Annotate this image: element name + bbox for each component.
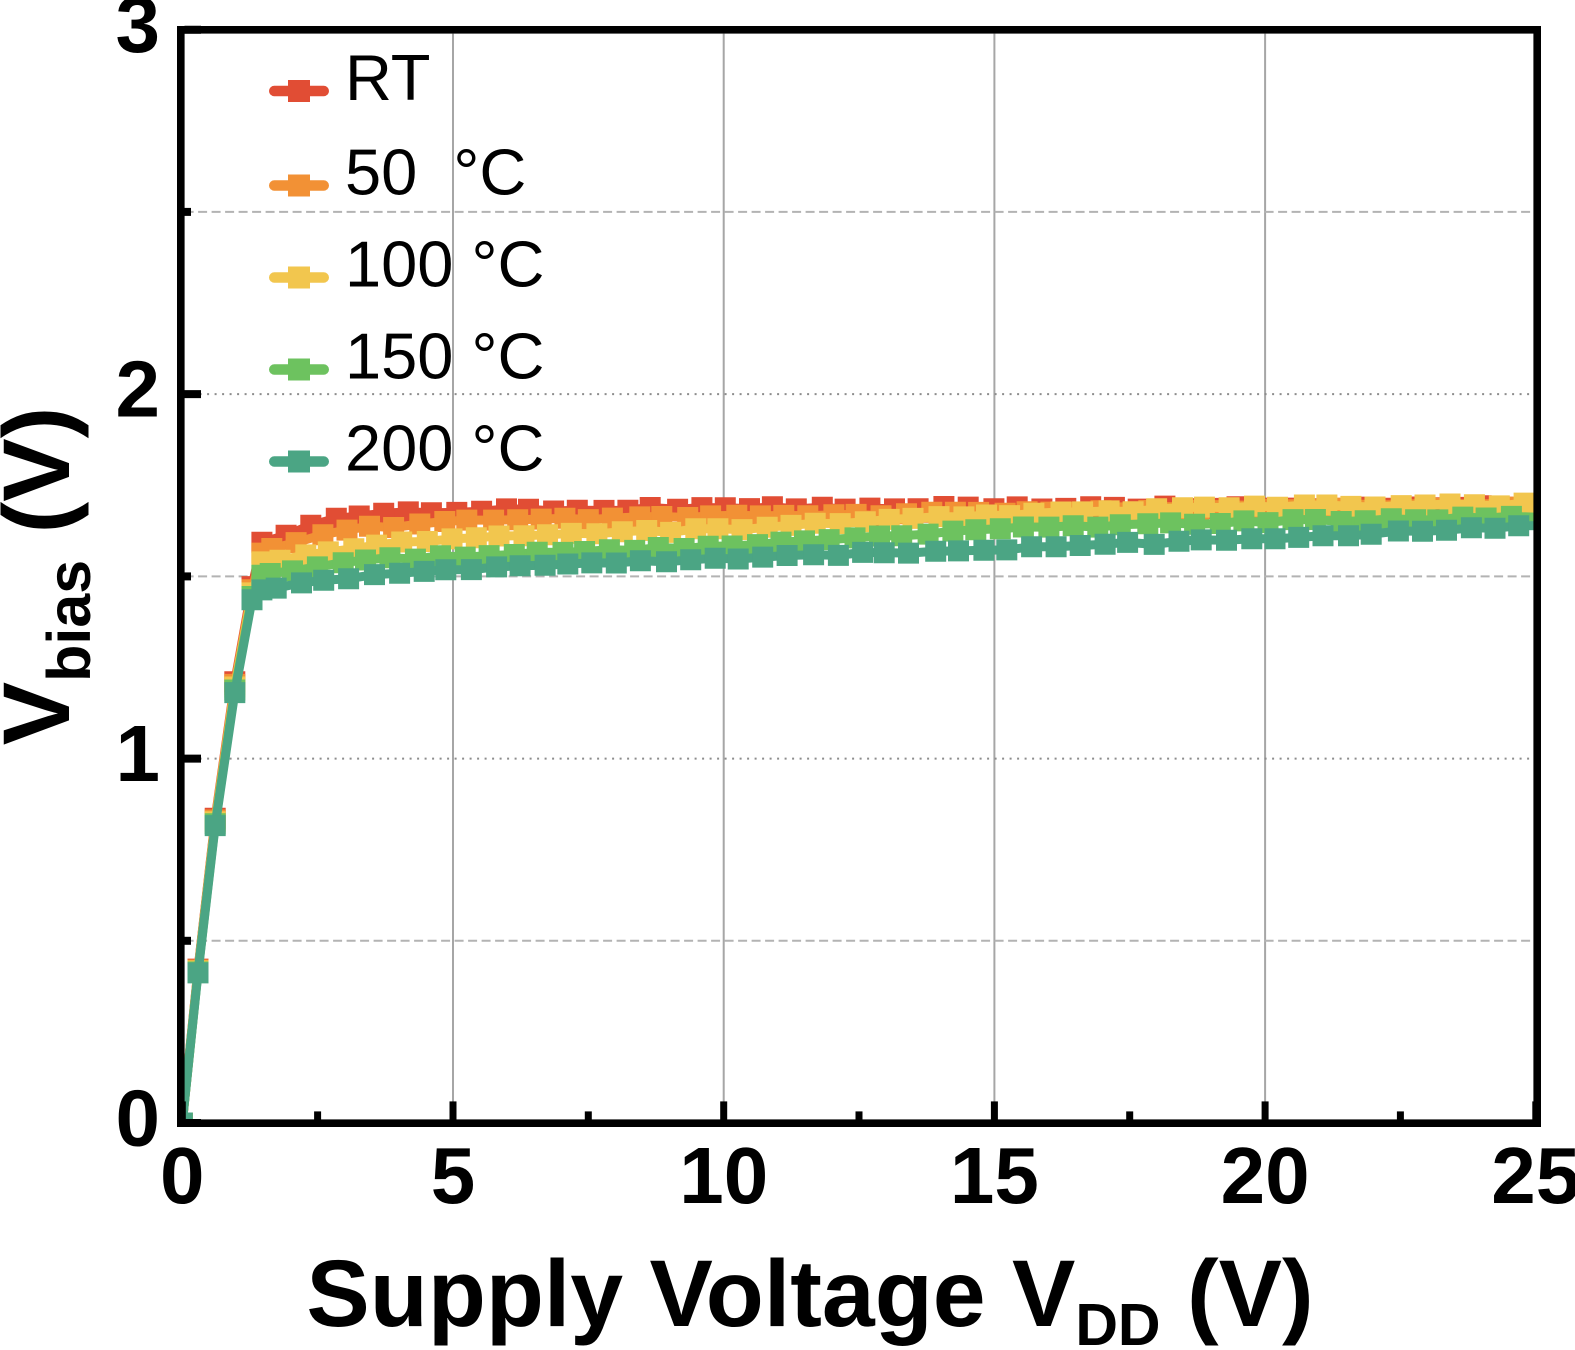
svg-text:RT: RT bbox=[345, 41, 430, 114]
svg-text:1: 1 bbox=[116, 709, 161, 798]
svg-text:100 °C: 100 °C bbox=[345, 228, 544, 301]
svg-text:10: 10 bbox=[679, 1131, 768, 1220]
svg-text:25: 25 bbox=[1491, 1131, 1575, 1220]
svg-text:Supply Voltage VDD (V): Supply Voltage VDD (V) bbox=[306, 1241, 1313, 1350]
svg-text:20: 20 bbox=[1221, 1131, 1310, 1220]
svg-text:3: 3 bbox=[116, 0, 161, 69]
svg-text:2: 2 bbox=[116, 345, 161, 434]
svg-text:150 °C: 150 °C bbox=[345, 320, 544, 393]
svg-text:15: 15 bbox=[950, 1131, 1039, 1220]
svg-text:0: 0 bbox=[116, 1074, 161, 1163]
svg-text:200 °C: 200 °C bbox=[345, 412, 544, 485]
svg-text:0: 0 bbox=[160, 1131, 205, 1220]
svg-text:50 °C: 50 °C bbox=[345, 136, 526, 209]
svg-text:5: 5 bbox=[431, 1131, 476, 1220]
svg-text:Vbias (V): Vbias (V) bbox=[0, 407, 103, 745]
